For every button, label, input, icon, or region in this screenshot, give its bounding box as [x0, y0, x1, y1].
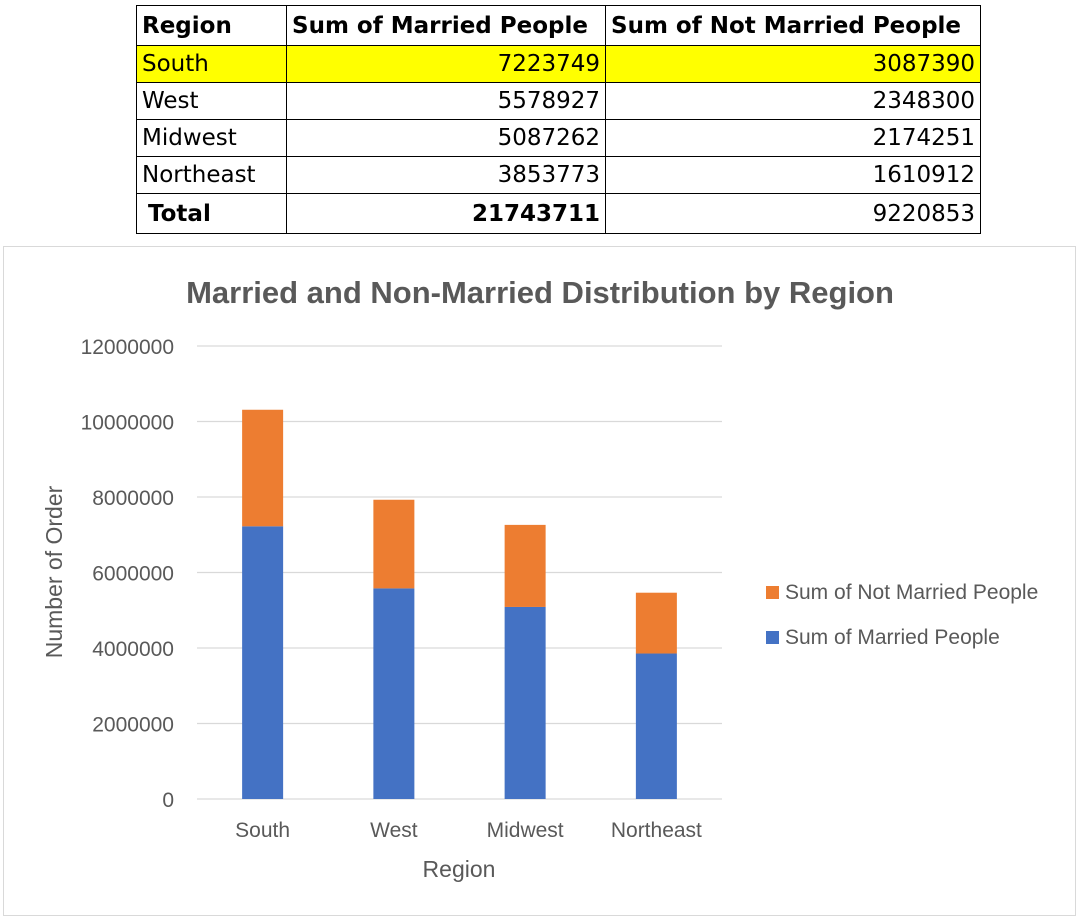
legend-swatch: [766, 631, 779, 644]
bar-segment: [504, 524, 546, 607]
y-tick-label: 0: [162, 789, 174, 812]
x-tick-label: Midwest: [487, 819, 564, 842]
table-header-row: Region Sum of Married People Sum of Not …: [136, 5, 981, 46]
table-row: South 7223749 3087390: [136, 45, 981, 83]
chart-area: Married and Non-Married Distribution by …: [3, 246, 1076, 916]
header-not-married: Sum of Not Married People: [605, 5, 981, 46]
cell-not-married: 2174251: [605, 119, 981, 157]
cell-region: South: [136, 45, 287, 83]
table-row: Midwest 5087262 2174251: [136, 119, 981, 157]
table-row: Northeast 3853773 1610912: [136, 156, 981, 194]
total-not-married: 9220853: [605, 193, 981, 234]
x-tick-label: South: [235, 819, 290, 842]
cell-married: 3853773: [286, 156, 606, 194]
y-tick-label: 12000000: [81, 336, 174, 359]
cell-not-married: 2348300: [605, 82, 981, 120]
y-tick-label: 10000000: [81, 412, 174, 435]
legend-label: Sum of Married People: [785, 626, 1000, 649]
cell-married: 7223749: [286, 45, 606, 83]
header-region: Region: [136, 5, 287, 46]
cell-married: 5578927: [286, 82, 606, 120]
table-row: West 5578927 2348300: [136, 82, 981, 120]
legend-label: Sum of Not Married People: [785, 581, 1038, 604]
y-tick-label: 4000000: [92, 638, 174, 661]
cell-region: Northeast: [136, 156, 287, 194]
cell-not-married: 3087390: [605, 45, 981, 83]
total-married: 21743711: [286, 193, 606, 234]
table-total-row: Total 21743711 9220853: [136, 193, 981, 234]
x-tick-labels: South West Midwest Northeast: [235, 819, 702, 842]
y-tick-labels: 0 2000000 4000000 6000000 8000000 10000000 120…: [81, 336, 174, 812]
pivot-table: Region Sum of Married People Sum of Not …: [136, 5, 981, 234]
chart-title: Married and Non-Married Distribution by …: [186, 275, 894, 310]
stacked-bar-chart: Married and Non-Married Distribution by …: [41, 275, 1038, 882]
bar-segment: [242, 526, 284, 799]
legend: Sum of Not Married People Sum of Married …: [766, 581, 1038, 649]
legend-swatch: [766, 586, 779, 599]
gridlines: [197, 345, 722, 800]
bar-segment: [504, 606, 546, 799]
y-tick-label: 2000000: [92, 714, 174, 737]
bar-segment: [635, 653, 677, 799]
y-axis-title: Number of Order: [41, 485, 67, 658]
cell-region: West: [136, 82, 287, 120]
cell-not-married: 1610912: [605, 156, 981, 194]
x-axis-title: Region: [423, 856, 496, 882]
bar-segment: [242, 409, 284, 527]
cell-married: 5087262: [286, 119, 606, 157]
bar-segment: [373, 588, 415, 799]
bar-segment: [373, 499, 415, 589]
y-tick-label: 8000000: [92, 487, 174, 510]
x-tick-label: Northeast: [611, 819, 702, 842]
bars: [242, 409, 677, 799]
y-tick-label: 6000000: [92, 563, 174, 586]
total-label: Total: [136, 193, 287, 234]
x-tick-label: West: [370, 819, 418, 842]
cell-region: Midwest: [136, 119, 287, 157]
bar-segment: [635, 592, 677, 654]
header-married: Sum of Married People: [286, 5, 606, 46]
